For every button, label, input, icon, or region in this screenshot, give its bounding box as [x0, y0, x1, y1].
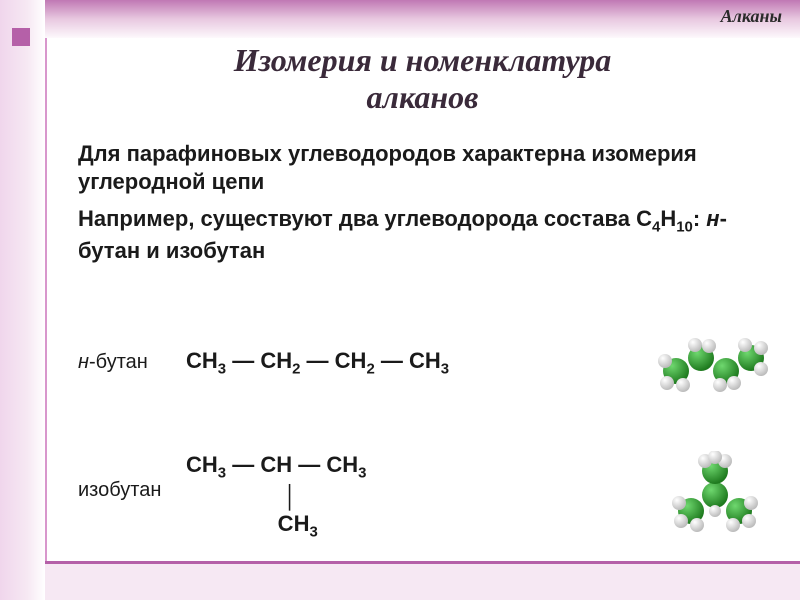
formula-isobutane: CH3 — CH — CH3 │ CH3	[186, 451, 650, 543]
slide-title: Изомерия и номенклатура алканов	[45, 42, 800, 116]
paragraph-2: Например, существуют два углеводорода со…	[78, 205, 780, 265]
nbutane-rest: -бутан	[89, 351, 148, 373]
isomer-row-isobutane: изобутан CH3 — CH — CH3 │ CH3	[78, 451, 780, 551]
molecule-nbutane	[650, 323, 780, 403]
title-line1: Изомерия и номенклатура	[234, 42, 612, 78]
p2-c: :	[693, 206, 706, 231]
isomer-row-nbutane: н-бутан CH3 — CH2 — CH2 — CH3	[78, 323, 780, 403]
title-line2: алканов	[367, 79, 479, 115]
p2-b: H	[660, 206, 676, 231]
category-tag: Алканы	[721, 6, 782, 27]
left-band	[0, 0, 47, 600]
p2-sub2: 10	[676, 218, 693, 235]
label-nbutane: н-бутан	[78, 351, 186, 374]
p2-a: Например, существуют два углеводорода со…	[78, 206, 652, 231]
nbutane-i: н	[78, 351, 89, 373]
isobutane-rest: изобутан	[78, 479, 161, 501]
paragraph-1: Для парафиновых углеводородов характерна…	[78, 140, 780, 195]
top-gradient	[45, 0, 800, 38]
p2-i: н	[706, 206, 719, 231]
left-accent-square	[12, 28, 30, 46]
label-isobutane: изобутан	[78, 451, 186, 502]
molecule-isobutane	[650, 451, 780, 551]
content-area: Для парафиновых углеводородов характерна…	[78, 140, 780, 551]
bottom-bar	[45, 561, 800, 600]
formula-nbutane: CH3 — CH2 — CH2 — CH3	[186, 347, 650, 379]
